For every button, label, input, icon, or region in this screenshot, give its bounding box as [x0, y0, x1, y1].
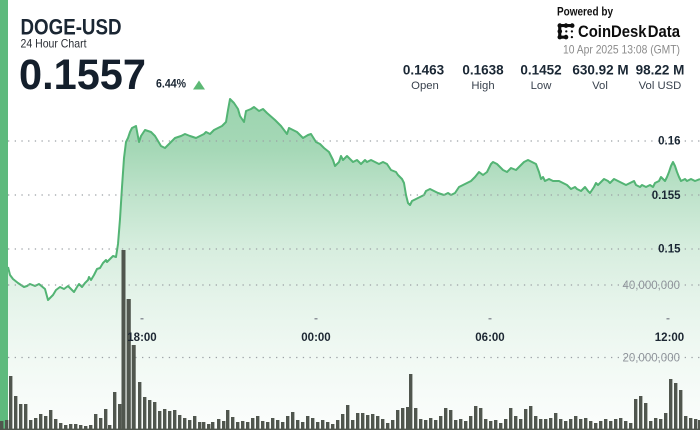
svg-text:06:00: 06:00: [475, 332, 504, 344]
svg-text:40,000,000: 40,000,000: [622, 280, 680, 292]
svg-text:Vol USD: Vol USD: [639, 80, 682, 92]
svg-text:10 Apr 2025 13:08 (GMT): 10 Apr 2025 13:08 (GMT): [563, 43, 680, 57]
svg-text:98.22 M: 98.22 M: [636, 63, 685, 78]
svg-text:20,000,000: 20,000,000: [622, 353, 680, 365]
svg-text:24 Hour Chart: 24 Hour Chart: [21, 37, 88, 51]
svg-text:12:00: 12:00: [655, 332, 684, 344]
svg-text:DOGE-USD: DOGE-USD: [21, 15, 122, 40]
svg-text:Vol: Vol: [592, 80, 608, 92]
svg-text:0.16: 0.16: [658, 136, 680, 148]
svg-text:0.1463: 0.1463: [403, 63, 445, 78]
svg-text:High: High: [471, 80, 494, 92]
svg-text:Open: Open: [411, 80, 439, 92]
svg-text:0.155: 0.155: [652, 190, 681, 202]
svg-text:00:00: 00:00: [301, 332, 330, 344]
svg-text:6.44%: 6.44%: [156, 77, 186, 91]
svg-text:Low: Low: [531, 80, 553, 92]
svg-text:0.1557: 0.1557: [19, 51, 146, 99]
svg-text:0.15: 0.15: [658, 244, 681, 256]
svg-text:0.1452: 0.1452: [520, 63, 561, 78]
svg-text:18:00: 18:00: [127, 332, 156, 344]
svg-text:Powered by: Powered by: [557, 7, 614, 19]
svg-text:CoinDesk Data: CoinDesk Data: [578, 23, 681, 41]
svg-text:0.1638: 0.1638: [462, 63, 504, 78]
svg-text:630.92 M: 630.92 M: [572, 63, 628, 78]
